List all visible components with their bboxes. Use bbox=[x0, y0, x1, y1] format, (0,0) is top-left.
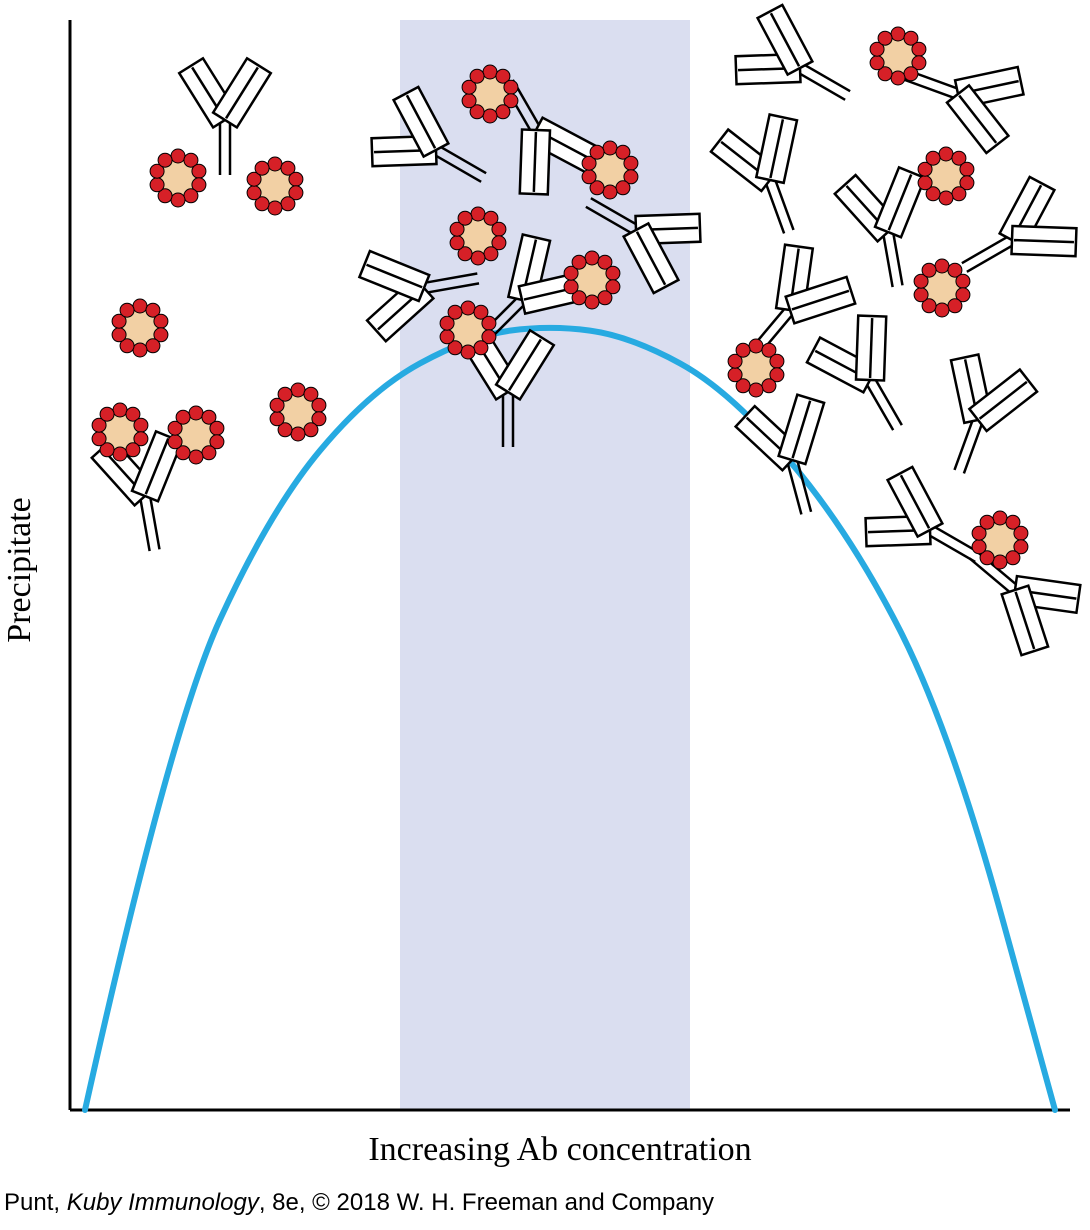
antibody-icon bbox=[724, 0, 871, 135]
antigen-icon bbox=[150, 149, 206, 207]
antigen-icon bbox=[972, 511, 1028, 569]
antibody-icon bbox=[799, 304, 937, 451]
antigen-icon bbox=[914, 259, 970, 317]
precipitin-curve-diagram: Precipitate Increasing Ab concentration … bbox=[0, 0, 1090, 1230]
antigen-icon bbox=[918, 147, 974, 205]
antigen-icon bbox=[582, 141, 638, 199]
citation-text: Punt, Kuby Immunology, 8e, © 2018 W. H. … bbox=[4, 1189, 714, 1216]
y-axis-label: Precipitate bbox=[1, 497, 38, 642]
antigen-icon bbox=[92, 403, 148, 461]
antibody-icon bbox=[706, 106, 832, 247]
antibody-icon bbox=[732, 389, 851, 525]
antigen-icon bbox=[247, 157, 303, 215]
antigen-icon bbox=[440, 301, 496, 359]
diagram-svg: Precipitate Increasing Ab concentration … bbox=[0, 0, 1090, 1230]
x-axis-label: Increasing Ab concentration bbox=[368, 1131, 751, 1168]
antigen-icon bbox=[870, 27, 926, 85]
antigen-icon bbox=[112, 299, 168, 357]
antigen-icon bbox=[462, 65, 518, 123]
antigen-icon bbox=[564, 251, 620, 309]
plot-area bbox=[70, 0, 1090, 1110]
antigen-icon bbox=[728, 339, 784, 397]
antigen-icon bbox=[270, 383, 326, 441]
antibody-icon bbox=[916, 346, 1042, 487]
antigen-icon bbox=[450, 207, 506, 265]
antigen-icon bbox=[168, 406, 224, 464]
